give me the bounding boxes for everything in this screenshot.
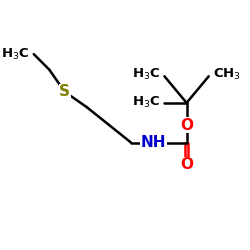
Text: H$_3$C: H$_3$C (1, 46, 29, 62)
Text: H$_3$C: H$_3$C (132, 66, 160, 82)
Text: CH$_3$: CH$_3$ (213, 66, 241, 82)
Text: S: S (59, 84, 70, 99)
Text: NH: NH (140, 135, 166, 150)
Text: O: O (180, 157, 193, 172)
Text: H$_3$C: H$_3$C (132, 95, 160, 110)
Text: O: O (180, 118, 193, 132)
